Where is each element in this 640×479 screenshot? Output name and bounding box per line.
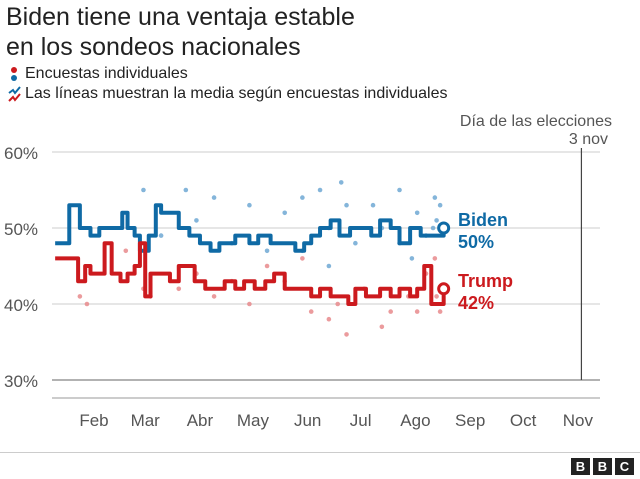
poll-chart: 60% 50% 40% 30% Feb Mar Abr May Jun Jul Ago Sep Oct N… (4, 113, 612, 430)
biden-poll-dot (338, 180, 344, 185)
biden-poll-dot (141, 187, 146, 193)
legend-lines-label: Las líneas muestran la media según encue… (25, 85, 448, 102)
trump-poll-dot (77, 294, 83, 299)
legend-dots-label: Encuestas individuales (25, 65, 188, 82)
trump-poll-dot (308, 309, 314, 314)
x-tick-label: Abr (187, 411, 214, 430)
biden-poll-dot (409, 256, 415, 261)
biden-poll-dot (247, 202, 252, 208)
trump-poll-dot (326, 316, 332, 322)
biden-poll-dot (414, 210, 420, 216)
election-day-label: Día de las elecciones (460, 113, 612, 130)
x-tick-label: Jul (350, 411, 372, 430)
y-tick-label: 30% (4, 372, 38, 391)
biden-poll-dot (300, 195, 305, 200)
x-tick-label: Nov (563, 411, 594, 430)
trump-poll-dot (437, 309, 443, 314)
biden-poll-dot (397, 187, 402, 193)
y-tick-label: 40% (4, 296, 38, 315)
trump-poll-dot (432, 256, 438, 261)
biden-end-marker (437, 221, 451, 235)
trump-average-line (55, 241, 446, 306)
title-line-2: en los sondeos nacionales (6, 33, 301, 61)
y-tick-label: 60% (4, 144, 38, 163)
footer-divider (0, 452, 640, 453)
biden-average-line (55, 203, 446, 253)
trump-poll-dot (414, 309, 420, 314)
chart-title: Biden tiene una ventaja estable en los s… (6, 2, 355, 62)
biden-value-label: 50% (458, 232, 494, 252)
x-tick-label: Sep (455, 411, 485, 430)
x-tick-label: Jun (294, 411, 321, 430)
trump-poll-dot (434, 294, 439, 299)
x-tick-label: Oct (510, 411, 537, 430)
biden-poll-dot (344, 202, 349, 208)
legend: Encuestas individuales Las líneas muestr… (8, 64, 447, 104)
biden-poll-dot (430, 225, 436, 231)
x-tick-label: Feb (79, 411, 108, 430)
legend-lines: Las líneas muestran la media según encue… (8, 84, 447, 104)
biden-poll-dot (432, 195, 438, 200)
x-tick-label: Ago (400, 411, 430, 430)
legend-dots: Encuestas individuales (8, 64, 447, 84)
trump-poll-dot (123, 248, 129, 254)
biden-poll-dot (353, 240, 358, 246)
trump-poll-dot (84, 301, 90, 307)
trump-poll-dot (176, 286, 182, 292)
trump-poll-dot (247, 301, 252, 307)
trump-poll-dot (344, 332, 349, 337)
trump-poll-dot (300, 256, 305, 261)
biden-poll-dot (264, 248, 270, 254)
title-line-1: Biden tiene una ventaja estable (6, 3, 355, 31)
poll-dots-icon (11, 67, 17, 81)
trump-poll-dot (388, 309, 393, 314)
trump-end-marker (437, 282, 451, 296)
biden-poll-dot (370, 202, 376, 208)
trump-value-label: 42% (458, 293, 494, 313)
biden-poll-dot (183, 187, 189, 193)
trump-name-label: Trump (458, 271, 513, 291)
trump-poll-dot (379, 324, 385, 330)
biden-poll-dot (434, 218, 439, 223)
trump-poll-dot (211, 294, 217, 299)
biden-poll-dot (326, 263, 332, 269)
biden-poll-dot (158, 233, 164, 238)
biden-name-label: Biden (458, 210, 508, 230)
average-lines-icon (8, 86, 21, 102)
biden-poll-dot (437, 202, 443, 208)
biden-poll-dot (282, 210, 288, 216)
biden-poll-dot (317, 187, 323, 193)
x-tick-label: Mar (131, 411, 161, 430)
y-tick-label: 50% (4, 220, 38, 239)
election-day-date: 3 nov (569, 131, 608, 148)
x-tick-label: May (237, 411, 270, 430)
trump-poll-dot (264, 263, 270, 269)
trump-poll-dot (335, 301, 341, 307)
biden-poll-dot (211, 195, 217, 200)
biden-poll-dot (194, 218, 199, 223)
